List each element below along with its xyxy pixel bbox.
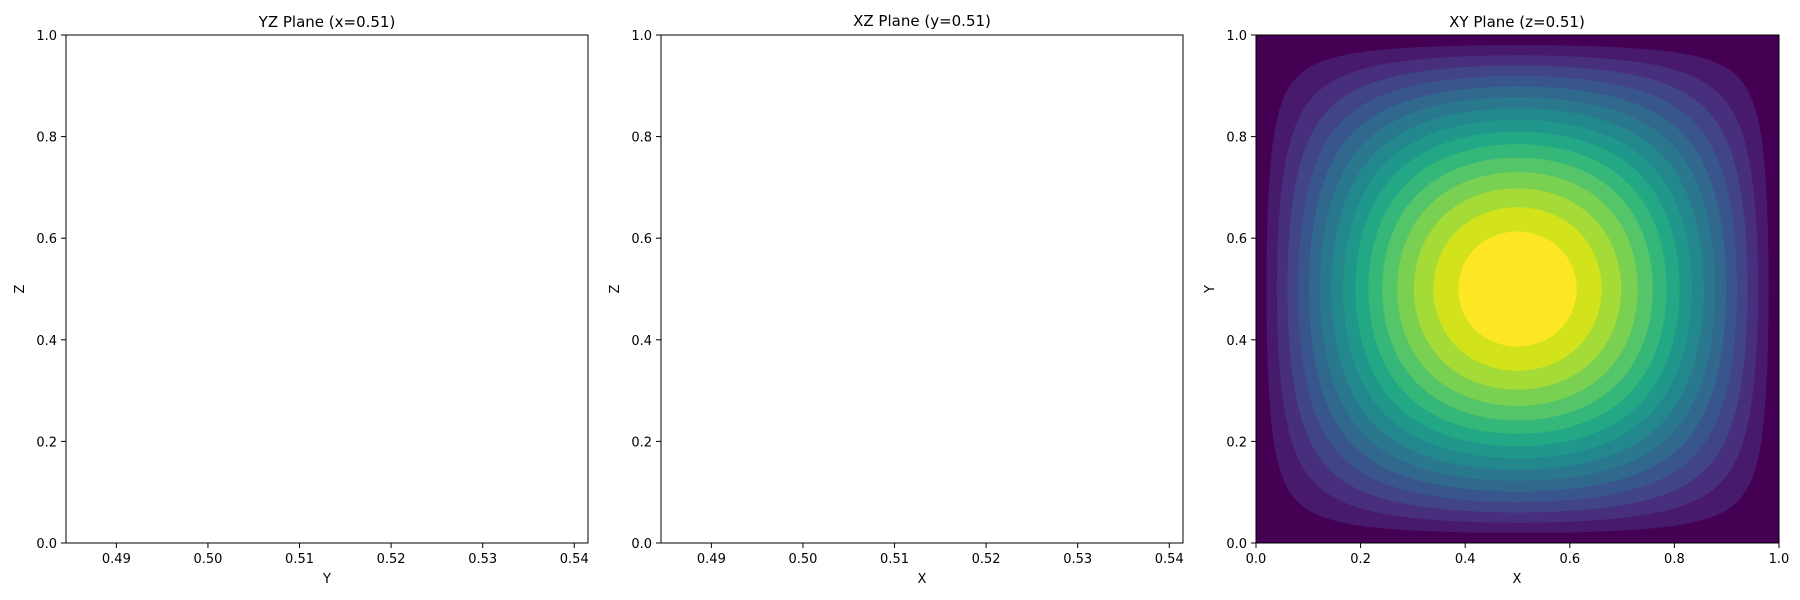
xy-ytick-label: 0.4 <box>1226 334 1247 349</box>
xz-xtick-label: 0.53 <box>1063 552 1092 567</box>
xy-xtick-label: 0.4 <box>1455 552 1476 567</box>
xy-xtick-label: 0.8 <box>1664 552 1685 567</box>
xz-xlabel: X <box>918 572 927 587</box>
xz-ytick-label: 0.0 <box>631 537 652 552</box>
yz-xlabel: Y <box>322 572 331 587</box>
xz-xtick-label: 0.52 <box>972 552 1001 567</box>
yz-xtick-label: 0.52 <box>377 552 406 567</box>
yz-ylabel: Z <box>13 284 28 293</box>
yz-plane-panel: YZ Plane (x=0.51) Y Z 0.49 0.50 0.51 0.52 0.… <box>13 13 589 587</box>
yz-xtick-label: 0.49 <box>102 552 131 567</box>
xz-ytick-label: 0.8 <box>631 131 652 146</box>
xz-xtick-label: 0.50 <box>788 552 817 567</box>
xz-xtick-label: 0.51 <box>880 552 909 567</box>
xy-ytick-label: 0.8 <box>1226 131 1247 146</box>
xz-title: XZ Plane (y=0.51) <box>853 12 991 30</box>
xz-ytick-label: 0.2 <box>631 435 652 450</box>
xz-frame <box>660 34 1184 544</box>
xy-title: XY Plane (z=0.51) <box>1449 13 1585 31</box>
xy-xtick-label: 0.0 <box>1246 552 1267 567</box>
yz-plot-area <box>66 35 588 543</box>
xy-xlabel: X <box>1513 572 1522 587</box>
xz-plot-area <box>661 35 1183 543</box>
yz-ytick-label: 0.6 <box>36 232 57 247</box>
xz-ytick-label: 0.4 <box>631 334 652 349</box>
xz-plane-panel: XZ Plane (y=0.51) X Z 0.49 0.50 0.51 0.52 0.… <box>608 12 1184 587</box>
xy-ylabel: Y <box>1203 285 1218 294</box>
yz-xtick-label: 0.53 <box>468 552 497 567</box>
xy-ytick-label: 0.0 <box>1226 537 1247 552</box>
yz-frame <box>65 34 589 544</box>
yz-ytick-label: 0.2 <box>36 435 57 450</box>
yz-ytick-label: 0.4 <box>36 334 57 349</box>
xy-xtick-label: 0.2 <box>1350 552 1371 567</box>
yz-ytick-label: 0.8 <box>36 131 57 146</box>
xz-ytick-label: 0.6 <box>631 232 652 247</box>
xy-plane-panel: XY Plane (z=0.51) X Y 0.0 0.2 0.4 0.6 0.8 1.0… <box>1203 13 1789 587</box>
yz-xtick-label: 0.51 <box>285 552 314 567</box>
xy-ytick-label: 0.2 <box>1226 435 1247 450</box>
contour-level-15 <box>1458 231 1577 347</box>
xz-xtick-label: 0.49 <box>697 552 726 567</box>
yz-ytick-label: 0.0 <box>36 537 57 552</box>
xz-xtick-label: 0.54 <box>1155 552 1184 567</box>
xy-ytick-label: 0.6 <box>1226 232 1247 247</box>
xz-ylabel: Z <box>608 284 623 293</box>
xy-xtick-label: 1.0 <box>1769 552 1790 567</box>
yz-xtick-label: 0.54 <box>560 552 589 567</box>
xz-ytick-label: 1.0 <box>631 29 652 44</box>
yz-title: YZ Plane (x=0.51) <box>258 13 396 31</box>
yz-ytick-label: 1.0 <box>36 29 57 44</box>
xy-ytick-label: 1.0 <box>1226 29 1247 44</box>
xy-xtick-label: 0.6 <box>1559 552 1580 567</box>
xy-frame <box>1255 34 1780 544</box>
yz-xtick-label: 0.50 <box>193 552 222 567</box>
